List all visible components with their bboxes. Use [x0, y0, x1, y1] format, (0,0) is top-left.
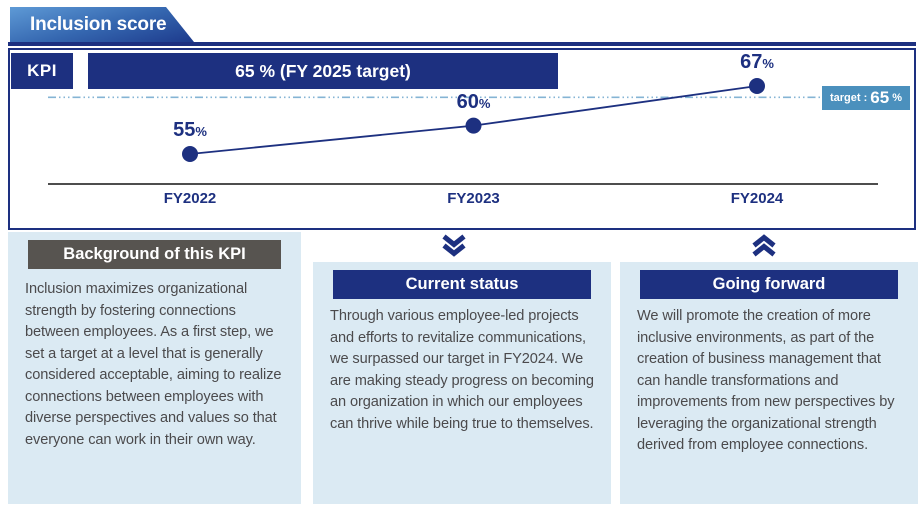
category-label: FY2022: [163, 190, 217, 207]
line-chart: target : 65 % 55% 60% 67% FY2022 FY2023 FY202…: [10, 50, 914, 228]
going-forward-panel-title: Going forward: [640, 270, 898, 299]
data-point-label: 55%: [173, 118, 207, 141]
going-forward-panel: Going forward We will promote the creati…: [620, 262, 918, 504]
current-status-panel-title: Current status: [333, 270, 591, 299]
line-chart-canvas: [48, 77, 878, 185]
page-title: Inclusion score: [30, 14, 167, 35]
target-badge-value: 65: [870, 88, 890, 107]
category-label: FY2023: [447, 190, 500, 207]
chevron-down-icon: [440, 233, 468, 260]
data-point-dot: [465, 117, 482, 134]
target-badge-prefix: target :: [830, 92, 868, 104]
kpi-target-bar: 65 % (FY 2025 target): [88, 53, 558, 89]
data-point-dot: [182, 145, 198, 162]
category-label: FY2024: [730, 190, 784, 207]
section-header-tab: Inclusion score: [10, 7, 194, 42]
background-panel: Background of this KPI Inclusion maximiz…: [8, 232, 301, 504]
background-panel-title: Background of this KPI: [28, 240, 281, 269]
background-panel-body: Inclusion maximizes organizational stren…: [25, 281, 282, 448]
data-point-label: 60%: [456, 90, 491, 113]
current-status-panel-body: Through various employee-led projects an…: [330, 308, 594, 432]
data-point-label: 67%: [740, 51, 774, 73]
current-status-panel: Current status Through various employee-…: [313, 262, 611, 504]
target-badge: target : 65 %: [822, 86, 910, 110]
target-badge-unit: %: [892, 92, 902, 104]
header-rule: [8, 42, 916, 46]
kpi-label: KPI: [11, 53, 73, 89]
chevron-up-icon: [750, 233, 778, 260]
going-forward-panel-body: We will promote the creation of more inc…: [637, 308, 895, 453]
kpi-chart-panel: KPI 65 % (FY 2025 target) target : 65 % …: [8, 48, 916, 230]
data-point-dot: [749, 77, 765, 94]
